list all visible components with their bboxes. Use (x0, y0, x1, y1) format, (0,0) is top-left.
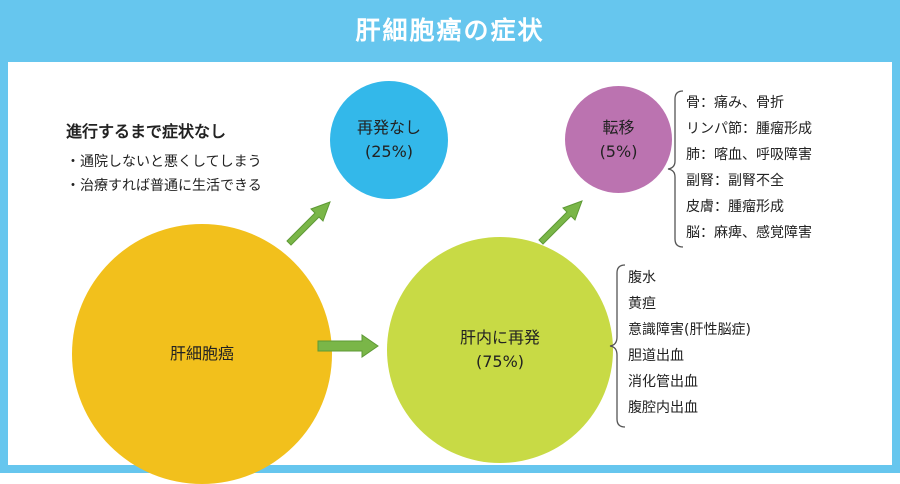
list-item: 胆道出血 (628, 348, 684, 364)
diagram-panel: 進行するまで症状なし ・通院しないと悪くしてしまう ・治療すれば普通に生活できる… (8, 62, 892, 484)
node-hepatocellular-carcinoma: 肝細胞癌 (72, 224, 332, 484)
list-item: 副腎：副腎不全 (686, 173, 784, 189)
node-no-recurrence: 再発なし (25%) (330, 81, 448, 199)
note-item: ・治療すれば普通に生活できる (66, 178, 262, 194)
list-item: 脳：麻痺、感覚障害 (686, 225, 812, 241)
list-item: 腹腔内出血 (628, 400, 698, 416)
list-item: リンパ節：腫瘤形成 (686, 121, 812, 137)
metastasis-list-bracket (667, 90, 684, 248)
node-intrahepatic-recurrence: 肝内に再発 (75%) (387, 237, 613, 463)
node-percent: (75%) (475, 352, 525, 371)
list-item: 黄疸 (628, 296, 656, 312)
node-label: 転移 (602, 117, 635, 137)
list-item: 皮膚：腫瘤形成 (686, 199, 784, 215)
list-item: 消化管出血 (628, 374, 698, 390)
local-list-bracket (609, 264, 626, 428)
note-block: 進行するまで症状なし ・通院しないと悪くしてしまう ・治療すれば普通に生活できる (66, 118, 262, 198)
node-label: 肝細胞癌 (169, 344, 234, 363)
metastasis-symptom-list: 骨：痛み、骨折 リンパ節：腫瘤形成 肺：喀血、呼吸障害 副腎：副腎不全 皮膚：腫… (686, 90, 812, 246)
node-percent: (5%) (599, 141, 638, 161)
arrow-main-to-no-recurrence (286, 201, 331, 246)
list-item: 肺：喀血、呼吸障害 (686, 147, 812, 163)
list-item: 骨：痛み、骨折 (686, 95, 784, 111)
page-title: 肝細胞癌の症状 (355, 16, 545, 45)
list-item: 意識障害(肝性脳症) (628, 322, 751, 338)
node-metastasis: 転移 (5%) (565, 86, 672, 193)
list-item: 腹水 (628, 270, 656, 286)
note-title: 進行するまで症状なし (66, 122, 227, 141)
node-label: 再発なし (356, 118, 421, 137)
node-label: 肝内に再発 (459, 328, 540, 347)
arrow-main-to-local (317, 334, 379, 358)
connectors (286, 90, 684, 428)
note-item: ・通院しないと悪くしてしまう (66, 154, 262, 170)
node-percent: (25%) (364, 142, 414, 161)
local-recurrence-symptom-list: 腹水 黄疸 意識障害(肝性脳症) 胆道出血 消化管出血 腹腔内出血 (628, 265, 751, 421)
arrow-local-to-metastasis (538, 200, 583, 245)
